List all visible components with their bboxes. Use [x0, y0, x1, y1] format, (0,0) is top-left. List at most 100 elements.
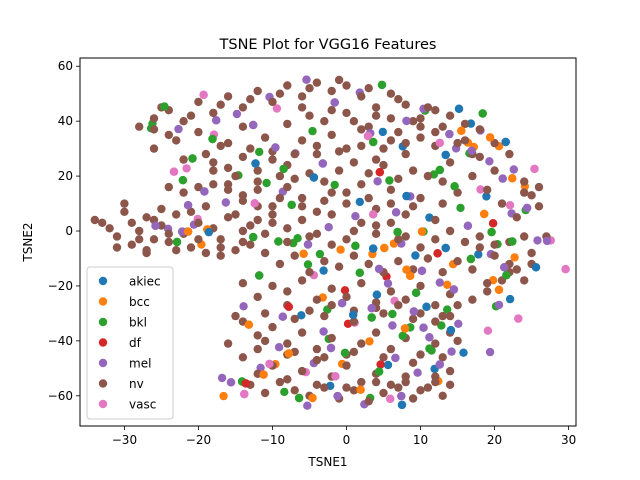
point-akiec	[297, 311, 306, 320]
point-nv	[253, 177, 262, 186]
point-bkl	[435, 165, 444, 175]
point-nv	[179, 155, 188, 164]
point-nv	[438, 268, 447, 277]
x-tick-label: 10	[413, 433, 428, 447]
point-nv	[312, 78, 322, 87]
point-bcc	[219, 391, 228, 401]
y-axis-label: TSNE2	[21, 222, 35, 262]
point-nv	[497, 199, 507, 208]
y-tick-label: 40	[58, 114, 73, 128]
point-nv	[253, 215, 262, 225]
point-mel	[239, 302, 248, 311]
legend-label-mel: mel	[129, 357, 151, 371]
point-nv	[320, 353, 329, 362]
point-nv	[364, 397, 373, 406]
point-nv	[483, 279, 492, 288]
point-mel	[467, 146, 476, 155]
point-nv	[394, 301, 403, 310]
point-nv	[275, 377, 285, 387]
point-mel	[333, 391, 342, 401]
point-nv	[327, 301, 336, 310]
point-mel	[498, 174, 507, 183]
point-nv	[268, 97, 277, 107]
point-df	[375, 168, 384, 177]
x-tick-label: 20	[487, 433, 502, 447]
legend-label-bkl: bkl	[129, 316, 147, 330]
point-nv	[364, 259, 373, 269]
point-mel	[319, 327, 328, 336]
point-nv	[453, 336, 462, 346]
point-bcc	[402, 265, 411, 274]
point-bkl	[293, 234, 302, 243]
point-nv	[431, 317, 440, 326]
point-nv	[408, 166, 418, 175]
point-nv	[401, 377, 410, 387]
legend-marker-akiec	[98, 276, 108, 286]
point-nv	[179, 188, 188, 197]
point-bkl	[411, 288, 421, 297]
point-nv	[112, 243, 122, 252]
point-mel	[397, 391, 406, 401]
point-df	[433, 249, 442, 258]
point-mel	[226, 378, 236, 387]
x-tick-label: 30	[561, 433, 576, 447]
point-nv	[201, 202, 211, 211]
point-nv	[283, 81, 292, 90]
point-nv	[216, 141, 225, 151]
point-bcc	[508, 174, 517, 183]
point-nv	[453, 138, 462, 148]
point-bkl	[249, 232, 258, 242]
point-nv	[460, 237, 470, 247]
point-nv	[438, 199, 447, 208]
point-mel	[318, 159, 327, 168]
point-nv	[371, 328, 381, 337]
point-nv	[312, 229, 322, 238]
point-nv	[334, 166, 344, 175]
point-nv	[268, 210, 277, 219]
point-nv	[246, 95, 255, 104]
legend-label-nv: nv	[129, 377, 144, 391]
point-bkl	[178, 176, 188, 185]
point-mel	[337, 299, 347, 308]
point-akiec	[251, 159, 260, 168]
point-nv	[401, 232, 410, 241]
point-mel	[183, 201, 193, 210]
point-vasc	[435, 138, 444, 148]
point-bkl	[274, 237, 283, 246]
point-mel	[326, 343, 336, 353]
point-nv	[445, 380, 455, 389]
point-nv	[312, 149, 322, 159]
chart-title: TSNE Plot for VGG16 Features	[219, 37, 437, 53]
point-nv	[135, 122, 144, 131]
point-nv	[297, 193, 307, 203]
point-mel	[419, 323, 428, 332]
x-tick-label: −20	[186, 433, 211, 447]
point-akiec	[505, 294, 515, 304]
point-nv	[149, 235, 159, 244]
point-vasc	[272, 104, 282, 113]
point-nv	[297, 202, 307, 211]
point-nv	[312, 295, 322, 304]
point-nv	[512, 265, 521, 274]
point-nv	[349, 347, 359, 357]
point-nv	[112, 232, 122, 241]
point-nv	[505, 149, 514, 159]
x-axis-label: TSNE1	[307, 455, 347, 469]
point-vasc	[476, 185, 485, 194]
scatter-points	[90, 75, 570, 410]
point-nv	[260, 309, 270, 318]
legend-label-akiec: akiec	[129, 275, 161, 289]
point-nv	[423, 171, 433, 181]
point-bkl	[367, 313, 376, 322]
point-nv	[312, 344, 322, 354]
point-nv	[283, 182, 292, 192]
point-bkl	[315, 249, 325, 259]
point-nv	[431, 235, 440, 244]
point-nv	[386, 185, 396, 194]
point-mel	[435, 360, 444, 369]
point-nv	[327, 106, 336, 115]
point-vasc	[199, 90, 208, 100]
point-bkl	[303, 260, 313, 269]
point-nv	[246, 144, 255, 153]
point-akiec	[204, 227, 213, 237]
